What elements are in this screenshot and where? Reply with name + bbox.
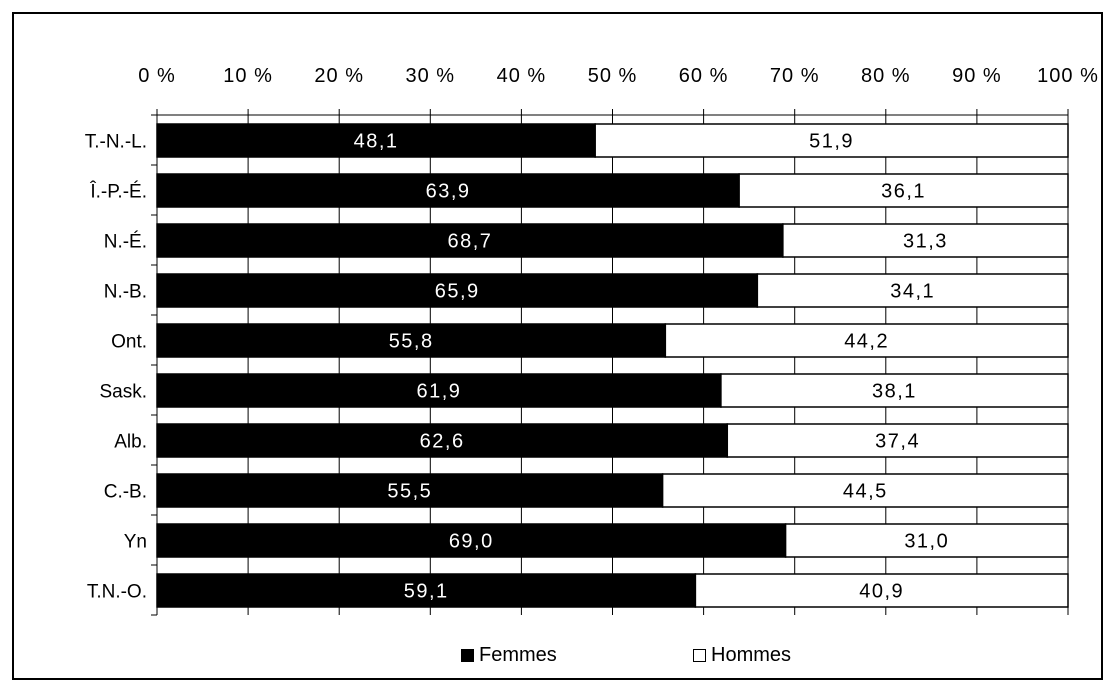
category-label: Ont. bbox=[111, 332, 147, 353]
bar-segment-femmes bbox=[156, 273, 759, 308]
data-label: 36,1 bbox=[881, 181, 926, 203]
category-label: N.-B. bbox=[104, 282, 147, 303]
x-tick-label: 10 % bbox=[223, 65, 273, 87]
legend-swatch-hommes bbox=[693, 649, 706, 662]
data-label: 44,2 bbox=[844, 331, 889, 353]
legend-item-hommes: Hommes bbox=[693, 644, 791, 667]
data-label: 59,1 bbox=[404, 581, 449, 603]
bar-segment-femmes bbox=[156, 573, 697, 608]
legend-label-femmes: Femmes bbox=[479, 644, 557, 666]
data-label: 34,1 bbox=[890, 281, 935, 303]
data-label: 69,0 bbox=[449, 531, 494, 553]
data-label: 37,4 bbox=[875, 431, 920, 453]
category-label: Sask. bbox=[99, 382, 147, 403]
x-tick-label: 0 % bbox=[138, 65, 175, 87]
category-label: Alb. bbox=[114, 432, 147, 453]
category-label: C.-B. bbox=[104, 482, 147, 503]
bar-segment-femmes bbox=[156, 323, 667, 358]
bar-segment-hommes bbox=[782, 223, 1069, 258]
legend-swatch-femmes bbox=[461, 649, 474, 662]
category-label: T.N.-O. bbox=[87, 582, 147, 603]
legend-label-hommes: Hommes bbox=[711, 644, 792, 666]
data-label: 63,9 bbox=[426, 181, 471, 203]
bar-segment-femmes bbox=[156, 523, 787, 558]
bar-segment-hommes bbox=[664, 323, 1069, 358]
x-tick-label: 90 % bbox=[952, 65, 1002, 87]
data-label: 48,1 bbox=[354, 131, 399, 153]
data-label: 68,7 bbox=[447, 231, 492, 253]
bar-segment-hommes bbox=[784, 523, 1069, 558]
bar-segment-hommes bbox=[720, 373, 1069, 408]
data-label: 44,5 bbox=[843, 481, 888, 503]
x-tick-label: 40 % bbox=[497, 65, 547, 87]
category-label: N.-É. bbox=[104, 232, 147, 253]
bar-segment-femmes bbox=[156, 473, 664, 508]
x-tick-label: 80 % bbox=[861, 65, 911, 87]
x-tick-label: 30 % bbox=[406, 65, 456, 87]
data-label: 40,9 bbox=[859, 581, 904, 603]
bar-segment-hommes bbox=[661, 473, 1069, 508]
chart-legend: Femmes Hommes bbox=[0, 644, 1115, 672]
data-label: 55,8 bbox=[389, 331, 434, 353]
x-tick-label: 20 % bbox=[314, 65, 364, 87]
data-label: 31,3 bbox=[903, 231, 948, 253]
bar-segment-femmes bbox=[156, 423, 729, 458]
x-tick-label: 50 % bbox=[588, 65, 638, 87]
category-label: T.-N.-L. bbox=[85, 132, 147, 153]
data-label: 55,5 bbox=[387, 481, 432, 503]
bar-segment-hommes bbox=[738, 173, 1069, 208]
x-tick-label: 70 % bbox=[770, 65, 820, 87]
bar-segment-femmes bbox=[156, 173, 740, 208]
bar-segment-hommes bbox=[594, 123, 1069, 158]
category-label: Î.-P.-É. bbox=[89, 181, 147, 203]
bar-segment-hommes bbox=[726, 423, 1069, 458]
data-label: 31,0 bbox=[904, 531, 949, 553]
bar-segment-hommes bbox=[694, 573, 1069, 608]
data-label: 51,9 bbox=[809, 131, 854, 153]
bar-segment-femmes bbox=[156, 123, 596, 158]
data-label: 38,1 bbox=[872, 381, 917, 403]
data-label: 65,9 bbox=[435, 281, 480, 303]
data-label: 61,9 bbox=[416, 381, 461, 403]
x-tick-label: 100 % bbox=[1037, 65, 1099, 87]
bar-segment-femmes bbox=[156, 223, 784, 258]
legend-item-femmes: Femmes bbox=[461, 644, 557, 667]
data-label: 62,6 bbox=[420, 431, 465, 453]
category-label: Yn bbox=[124, 532, 147, 553]
x-tick-label: 60 % bbox=[679, 65, 729, 87]
bar-segment-femmes bbox=[156, 373, 722, 408]
bar-segment-hommes bbox=[756, 273, 1069, 308]
